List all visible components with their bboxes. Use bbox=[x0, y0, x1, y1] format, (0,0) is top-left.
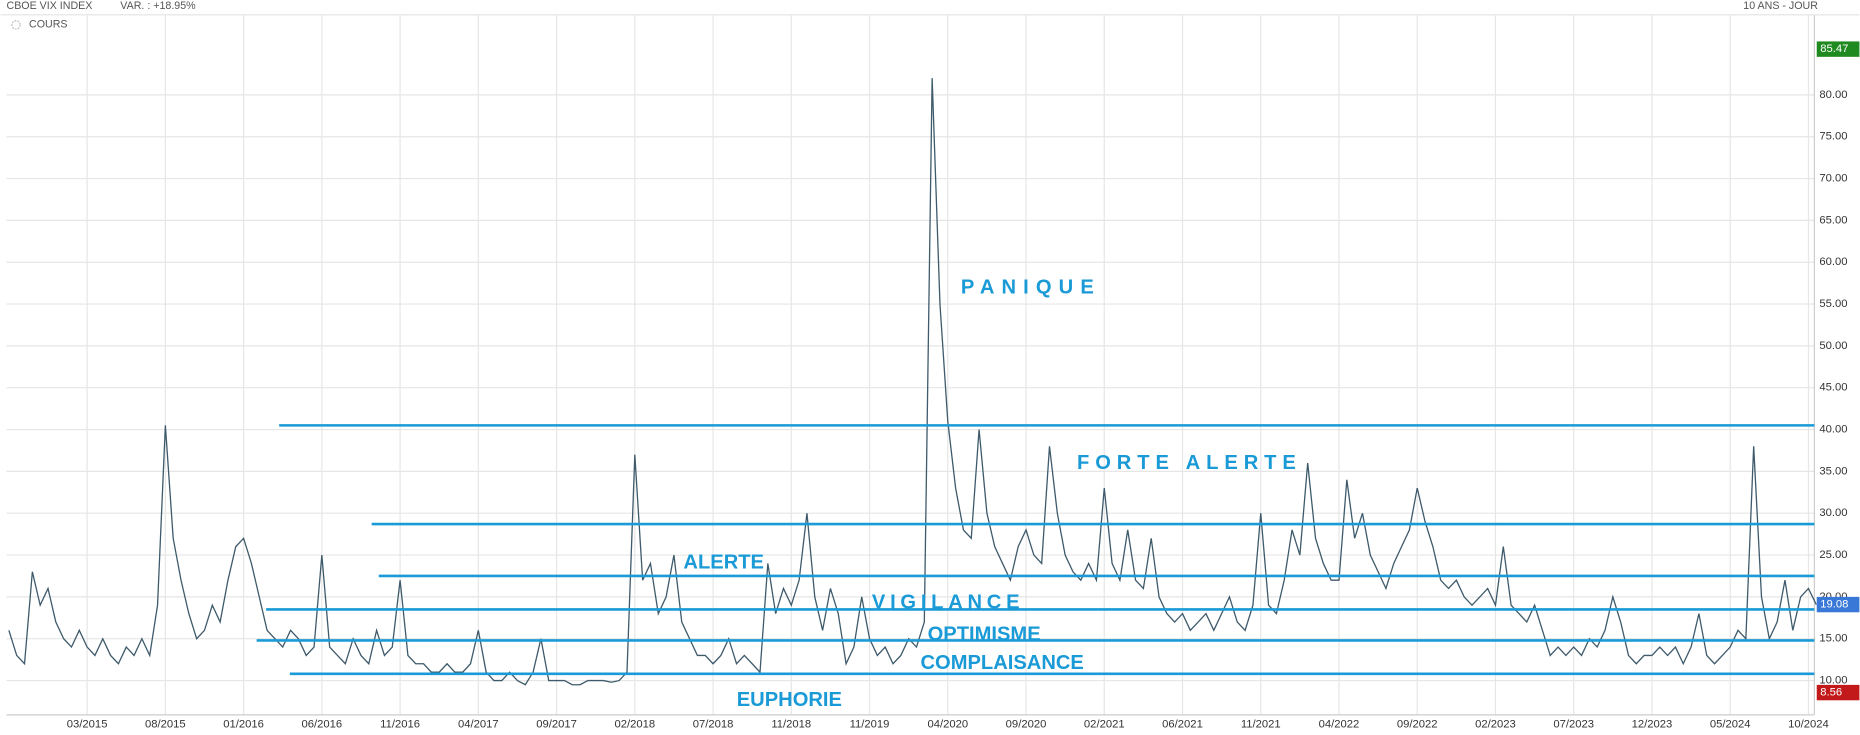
x-tick-label: 09/2020 bbox=[1006, 718, 1047, 730]
period: 10 ANS - JOUR bbox=[1743, 0, 1818, 12]
y-tick-label: 55.00 bbox=[1819, 298, 1847, 310]
zone-label: COMPLAISANCE bbox=[921, 652, 1084, 674]
legend-label: COURS bbox=[29, 19, 67, 31]
y-tick-label: 50.00 bbox=[1819, 340, 1847, 352]
zone-label: OPTIMISME bbox=[928, 624, 1041, 646]
x-tick-label: 07/2018 bbox=[693, 718, 734, 730]
x-tick-label: 11/2019 bbox=[850, 718, 890, 730]
x-tick-label: 03/2015 bbox=[67, 718, 108, 730]
y-tick-label: 25.00 bbox=[1819, 549, 1847, 561]
y-tick-label: 80.00 bbox=[1819, 89, 1847, 101]
x-tick-label: 02/2021 bbox=[1084, 718, 1125, 730]
x-tick-label: 06/2021 bbox=[1162, 718, 1203, 730]
zone-label: EUPHORIE bbox=[737, 689, 842, 711]
y-tick-label: 60.00 bbox=[1819, 256, 1847, 268]
y-tick-label: 15.00 bbox=[1819, 633, 1847, 645]
x-tick-label: 12/2023 bbox=[1632, 718, 1673, 730]
price-badge-label: 8.56 bbox=[1820, 687, 1842, 699]
y-tick-label: 75.00 bbox=[1819, 131, 1847, 143]
variation: VAR. : +18.95% bbox=[120, 0, 196, 12]
x-tick-label: 04/2022 bbox=[1319, 718, 1360, 730]
x-tick-label: 07/2023 bbox=[1553, 718, 1594, 730]
y-tick-label: 65.00 bbox=[1819, 214, 1847, 226]
x-tick-label: 11/2016 bbox=[380, 718, 420, 730]
chart-title: CBOE VIX INDEX bbox=[7, 0, 93, 12]
x-tick-label: 04/2017 bbox=[458, 718, 499, 730]
price-badge bbox=[1816, 684, 1860, 701]
x-tick-label: 09/2022 bbox=[1397, 718, 1438, 730]
x-tick-label: 11/2018 bbox=[771, 718, 811, 730]
x-tick-label: 05/2024 bbox=[1710, 718, 1751, 730]
y-tick-label: 35.00 bbox=[1819, 465, 1847, 477]
x-tick-label: 02/2018 bbox=[614, 718, 655, 730]
x-tick-label: 04/2020 bbox=[927, 718, 968, 730]
x-tick-label: 01/2016 bbox=[223, 718, 264, 730]
price-badge bbox=[1816, 596, 1860, 613]
legend-icon bbox=[11, 20, 21, 30]
y-tick-label: 30.00 bbox=[1819, 507, 1847, 519]
zone-label: FORTE ALERTE bbox=[1077, 452, 1302, 474]
x-tick-label: 09/2017 bbox=[536, 718, 577, 730]
x-tick-label: 06/2016 bbox=[302, 718, 343, 730]
price-badge-label: 19.08 bbox=[1820, 599, 1848, 611]
y-tick-label: 10.00 bbox=[1819, 675, 1847, 687]
zone-label: VIGILANCE bbox=[872, 592, 1024, 614]
y-tick-label: 45.00 bbox=[1819, 382, 1847, 394]
zone-label: PANIQUE bbox=[961, 276, 1101, 298]
price-badge bbox=[1816, 41, 1860, 57]
y-tick-label: 40.00 bbox=[1819, 424, 1847, 436]
x-tick-label: 10/2024 bbox=[1788, 718, 1829, 730]
x-tick-label: 08/2015 bbox=[145, 718, 186, 730]
zone-label: ALERTE bbox=[683, 551, 764, 573]
price-badge-label: 85.47 bbox=[1820, 43, 1848, 55]
x-tick-label: 02/2023 bbox=[1475, 718, 1516, 730]
y-tick-label: 70.00 bbox=[1819, 173, 1847, 185]
x-tick-label: 11/2021 bbox=[1241, 718, 1281, 730]
